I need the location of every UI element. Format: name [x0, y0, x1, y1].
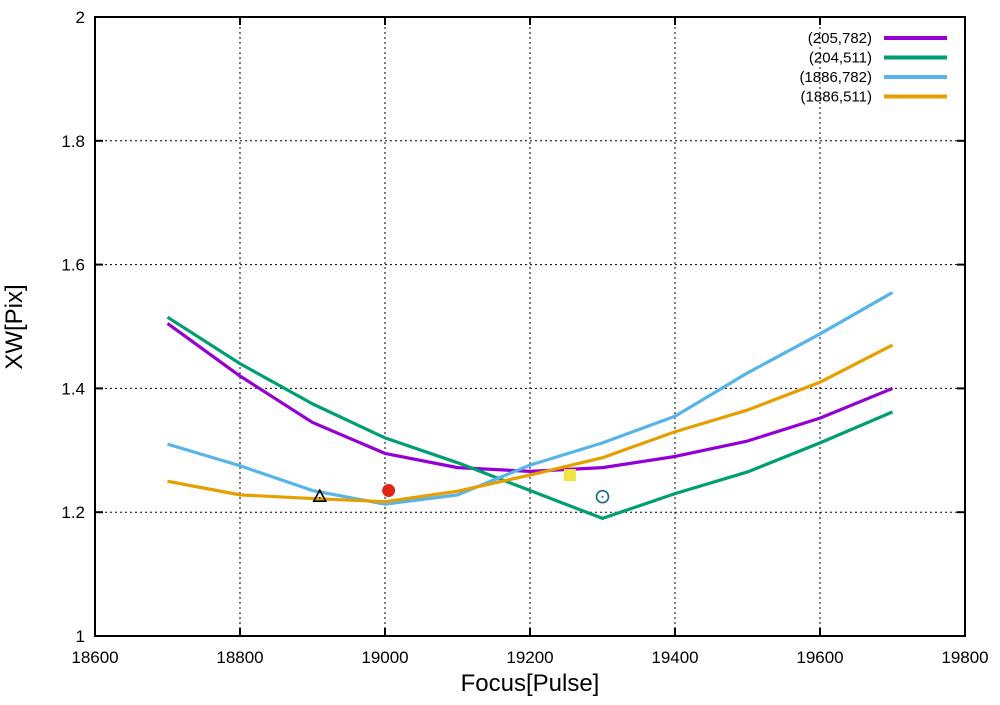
marker-circle-open	[595, 489, 610, 504]
square-filled-glyph	[563, 469, 576, 482]
y-axis-title: XW[Pix]	[1, 284, 28, 369]
legend: (205,782) (204,511) (1886,782) (1886,511)	[799, 30, 947, 106]
x-tick-label: 19400	[651, 648, 698, 667]
x-tick-label: 19200	[506, 648, 553, 667]
x-axis-title: Focus[Pulse]	[461, 670, 600, 697]
series-line-204-511	[166, 315, 894, 520]
marker-center-dot	[601, 495, 604, 498]
circle-filled-glyph	[382, 484, 396, 498]
marker-triangle-open	[312, 488, 328, 503]
triangle-open-glyph	[312, 488, 328, 503]
y-tick-label: 1.6	[61, 256, 85, 275]
legend-label-1886-782: (1886,782)	[799, 69, 872, 86]
marker-circle-filled	[382, 484, 396, 498]
marker-square-filled	[563, 469, 576, 482]
y-tick-label: 1.8	[61, 132, 85, 151]
series-line-1886-782	[167, 291, 894, 506]
marker-layer	[312, 469, 610, 504]
x-tick-label: 18800	[216, 648, 263, 667]
legend-label-205-782: (205,782)	[808, 30, 872, 47]
legend-label-204-511: (204,511)	[809, 50, 872, 67]
x-tick-label: 19600	[796, 648, 843, 667]
series-line-1886-511	[167, 343, 894, 504]
x-tick-label: 19000	[361, 648, 408, 667]
grid-layer	[95, 17, 965, 636]
y-tick-label: 1	[76, 627, 85, 646]
x-tick-label: 19800	[941, 648, 988, 667]
circle-open-glyph	[595, 489, 610, 504]
legend-label-1886-511: (1886,511)	[801, 89, 872, 106]
axis-layer: 18600 18800 19000 19200 19400 19600 19800 1 1.2 1…	[61, 8, 988, 667]
series-layer	[166, 291, 894, 520]
x-tick-label: 18600	[71, 648, 118, 667]
marker-center-dot	[318, 496, 321, 499]
y-tick-label: 2	[76, 8, 85, 27]
y-tick-label: 1.4	[61, 379, 85, 398]
series-line-205-782	[166, 322, 894, 473]
y-tick-label: 1.2	[61, 503, 85, 522]
